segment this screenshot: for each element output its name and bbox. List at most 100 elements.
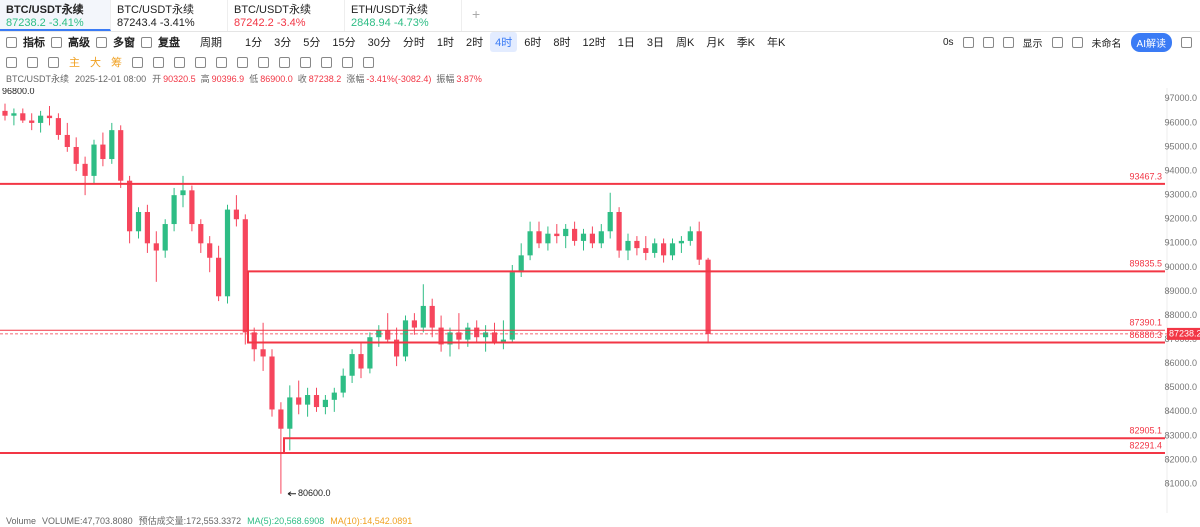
tool-button[interactable]: 指标	[23, 37, 45, 49]
interval[interactable]: 5分	[303, 37, 321, 49]
candle-body	[554, 233, 560, 237]
y-tick-label: 89000.0	[1164, 286, 1197, 296]
interval[interactable]: 周K	[676, 37, 695, 49]
interval[interactable]: 1日	[617, 37, 635, 49]
candle-body	[2, 110, 8, 116]
tool-button[interactable]: 复盘	[158, 37, 180, 49]
volume-item: 预估成交量:172,553.3372	[138, 516, 242, 526]
level-label: 82905.1	[1129, 426, 1162, 436]
interval[interactable]: 12时	[582, 37, 606, 49]
interval[interactable]: 15分	[332, 37, 356, 49]
interval[interactable]: 月K	[706, 37, 725, 49]
icon[interactable]	[132, 56, 143, 68]
y-tick-label: 90000.0	[1164, 262, 1197, 272]
indicator-button[interactable]: 大	[90, 57, 101, 69]
tab-price: 87243.4	[117, 17, 157, 29]
tab[interactable]: ETH/USDT永续 2848.94 -4.73%	[345, 0, 462, 31]
candle-body	[509, 272, 515, 340]
display-button[interactable]: 显示	[1022, 38, 1043, 50]
tool-button[interactable]: 多窗	[113, 37, 135, 49]
tab[interactable]: BTC/USDT永续 87238.2 -3.41%	[0, 0, 111, 31]
icon[interactable]	[1071, 36, 1083, 48]
icon[interactable]	[153, 56, 164, 68]
y-tick-label: 91000.0	[1164, 238, 1197, 248]
candle-body	[367, 337, 373, 369]
candle-body	[233, 209, 239, 220]
icon[interactable]	[195, 56, 206, 68]
candle-body	[322, 399, 328, 408]
icon	[96, 36, 107, 48]
interval[interactable]: 4时	[490, 32, 518, 52]
timer: 0s	[942, 36, 954, 48]
icon	[141, 36, 152, 48]
candle-body	[153, 243, 159, 251]
icon[interactable]	[1051, 36, 1063, 48]
icon[interactable]	[1181, 36, 1192, 48]
interval[interactable]: 3日	[646, 37, 664, 49]
indicator-button[interactable]: 筹	[111, 57, 122, 69]
tab-title: BTC/USDT永续	[6, 4, 104, 17]
icon[interactable]	[174, 56, 185, 68]
tab[interactable]: BTC/USDT永续 87242.2 -3.4%	[228, 0, 345, 31]
icon[interactable]	[237, 56, 248, 68]
interval[interactable]: 分时	[402, 37, 425, 49]
candle-body	[358, 354, 364, 369]
candle-body	[73, 146, 79, 164]
info-label: 振幅	[436, 74, 455, 84]
indicator-button[interactable]: 主	[69, 57, 80, 69]
layout-name[interactable]: 未命名	[1091, 38, 1122, 50]
y-tick-label: 92000.0	[1164, 214, 1197, 224]
icon[interactable]	[342, 56, 353, 68]
low-marker-label: 80600.0	[298, 488, 331, 498]
candle-body	[269, 356, 275, 410]
toolbar: 指标 高级 多窗 复盘 周期 1分 3分 5分 15分 30分 分时 1时 2时 4时 6时 8时 12时 1日 3…	[0, 32, 1200, 52]
interval[interactable]: 季K	[736, 37, 756, 49]
period-label[interactable]: 周期	[200, 37, 222, 49]
icon[interactable]	[363, 56, 374, 68]
tool-button[interactable]: 高级	[68, 37, 90, 49]
interval[interactable]: 30分	[367, 37, 391, 49]
candle-body	[643, 248, 649, 253]
tab[interactable]: BTC/USDT永续 87243.4 -3.41%	[111, 0, 228, 31]
candle-body	[144, 212, 150, 244]
candle-body	[402, 320, 409, 357]
low-marker-arrow	[287, 491, 296, 497]
tab-quote: 2848.94 -4.73%	[351, 17, 455, 30]
volume-item: MA(10):14,542.0891	[330, 516, 413, 526]
add-tab[interactable]: +	[472, 6, 481, 22]
candle-body	[207, 243, 213, 258]
info-value: 90320.5	[163, 74, 196, 84]
tab-symbol: BTC/USDT永续	[6, 4, 84, 16]
tab-quote: 87243.4 -3.41%	[117, 17, 221, 30]
icon[interactable]	[48, 56, 59, 68]
interval[interactable]: 8时	[553, 37, 571, 49]
interval[interactable]: 年K	[767, 37, 786, 49]
icon[interactable]	[279, 56, 290, 68]
candle-body	[661, 243, 667, 256]
candle-body	[447, 332, 453, 345]
icon[interactable]	[962, 36, 974, 48]
icon[interactable]	[216, 56, 227, 68]
candle-body	[474, 327, 480, 338]
candle-body	[545, 233, 551, 244]
ai-button[interactable]: AI解读	[1130, 32, 1172, 52]
tab-symbol: BTC/USDT永续	[234, 4, 311, 16]
candle-body	[394, 339, 400, 357]
icon[interactable]	[258, 56, 269, 68]
icon[interactable]	[27, 56, 38, 68]
interval[interactable]: 1时	[436, 37, 454, 49]
y-tick-label: 97000.0	[1164, 93, 1197, 103]
interval[interactable]: 2时	[466, 37, 484, 49]
candle-body	[385, 329, 391, 340]
icon[interactable]	[321, 56, 332, 68]
icon[interactable]	[982, 36, 994, 48]
icon[interactable]	[300, 56, 311, 68]
y-tick-label: 86000.0	[1164, 358, 1197, 368]
icon[interactable]	[6, 56, 17, 68]
y-tick-label: 83000.0	[1164, 430, 1197, 440]
interval[interactable]: 1分	[245, 37, 263, 49]
interval[interactable]: 6时	[524, 37, 542, 49]
interval[interactable]: 3分	[274, 37, 292, 49]
icon[interactable]	[1002, 36, 1014, 48]
info-value: -3.41%(-3082.4)	[366, 74, 432, 84]
